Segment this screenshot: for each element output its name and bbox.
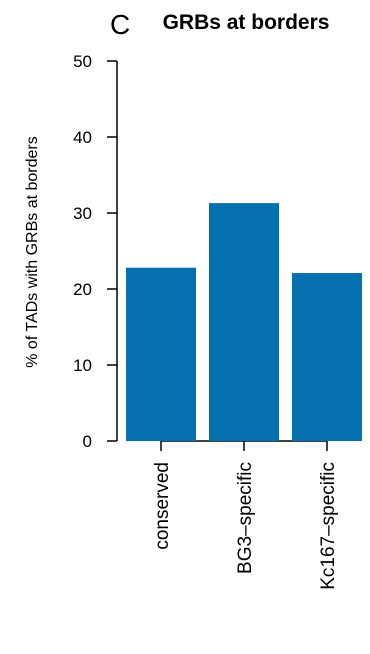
bars — [126, 203, 362, 441]
y-tick-label: 50 — [73, 52, 92, 71]
y-tick-label: 20 — [73, 280, 92, 299]
y-tick-label: 40 — [73, 128, 92, 147]
panel-letter: C — [110, 9, 130, 40]
y-tick-label: 10 — [73, 356, 92, 375]
x-tick-label: BG3–specific — [235, 462, 256, 574]
y-axis-label: % of TADs with GRBs at borders — [24, 136, 41, 367]
bar — [126, 267, 196, 441]
bar — [292, 273, 362, 441]
x-axis-ticks: conserved BG3–specific Kc167–specific — [152, 441, 339, 590]
y-tick-label: 30 — [73, 204, 92, 223]
chart-title: GRBs at borders — [163, 11, 330, 34]
x-tick-label: Kc167–specific — [318, 462, 339, 590]
y-axis-ticks: 0 10 20 30 40 50 — [73, 52, 117, 451]
y-tick-label: 0 — [83, 432, 92, 451]
x-tick-label: conserved — [152, 462, 173, 550]
bar — [209, 203, 279, 441]
